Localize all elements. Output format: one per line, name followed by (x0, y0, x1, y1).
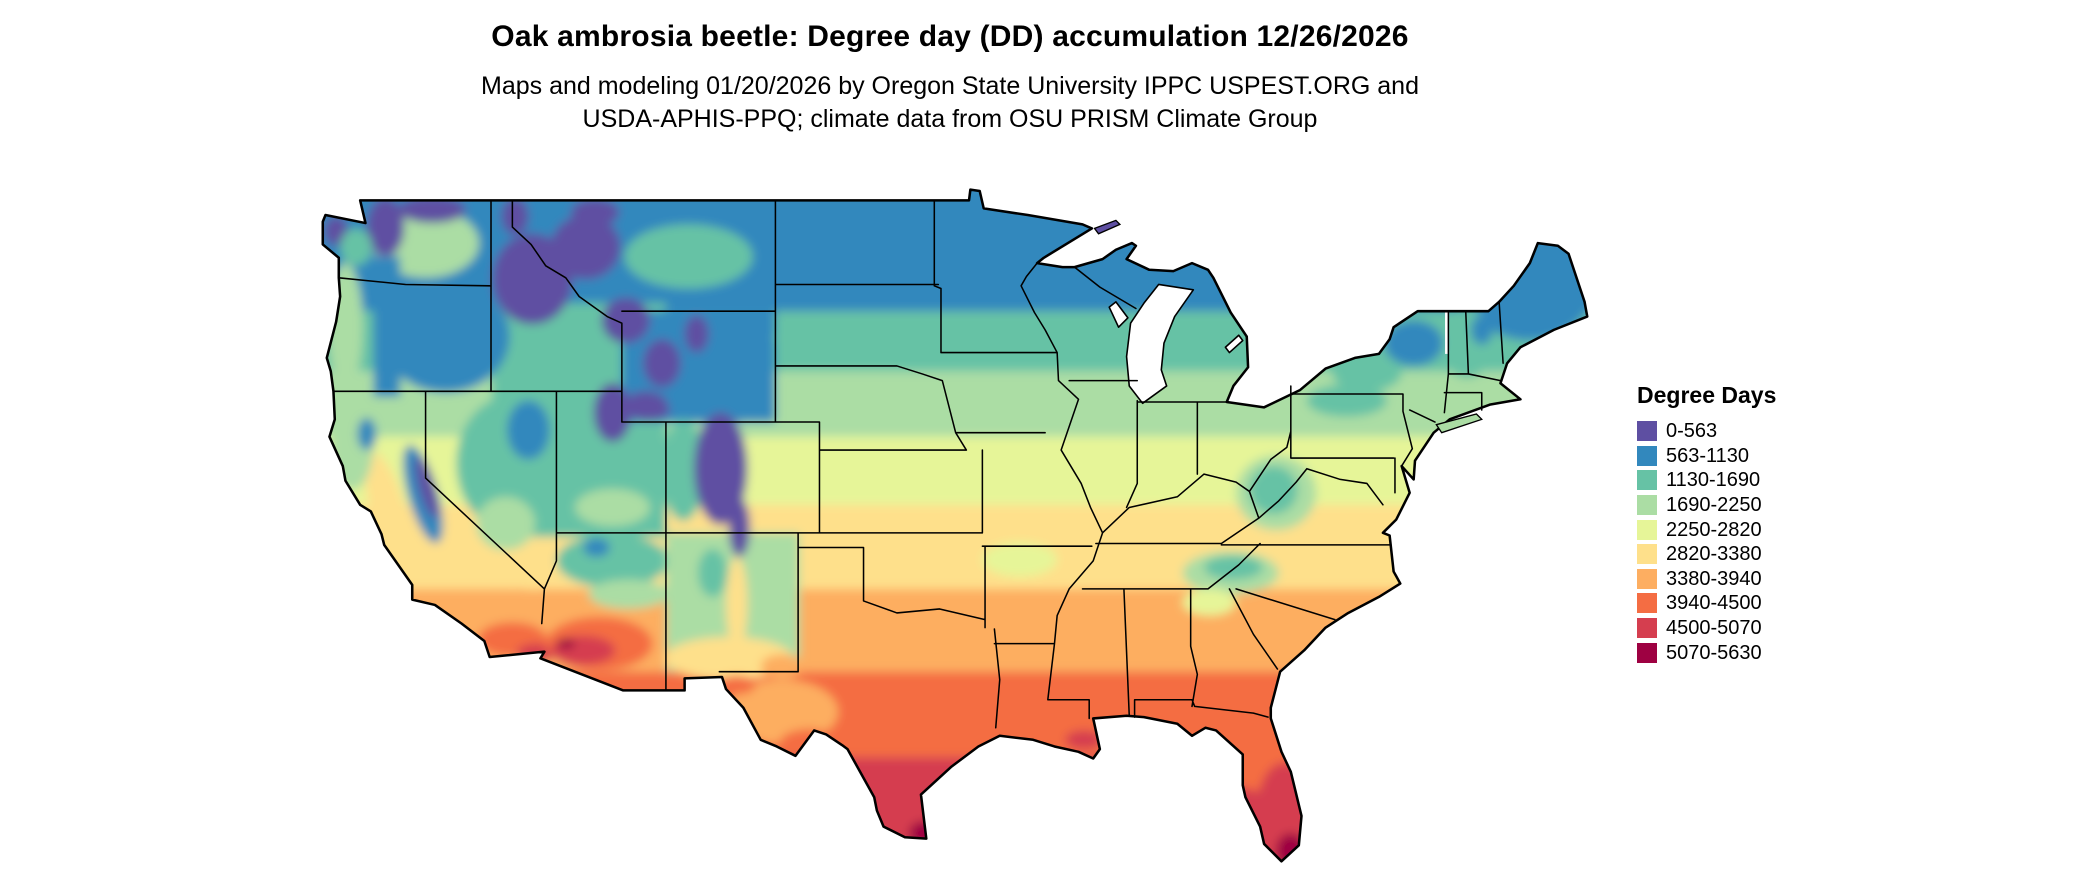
us-degree-day-map (312, 183, 1594, 884)
legend-swatch (1637, 642, 1657, 663)
saginaw-bay (1224, 334, 1244, 354)
legend-item: 2820-3380 (1637, 542, 1776, 567)
legend-item: 3380-3940 (1637, 567, 1776, 592)
lake-michigan (1125, 283, 1195, 405)
lake-champlain (1445, 311, 1450, 354)
legend-swatch (1637, 495, 1657, 516)
map-subtitle-line2: USDA-APHIS-PPQ; climate data from OSU PR… (582, 104, 1318, 133)
legend-title: Degree Days (1637, 382, 1777, 408)
legend-swatch (1637, 519, 1657, 540)
legend-swatch (1637, 544, 1657, 565)
legend-label: 4500-5070 (1666, 617, 1762, 640)
legend-label: 3380-3940 (1666, 567, 1762, 590)
degree-day-map-svg (321, 188, 1589, 863)
legend-swatch (1637, 470, 1657, 491)
legend-label: 563-1130 (1666, 444, 1750, 467)
legend-item: 1690-2250 (1637, 493, 1776, 518)
legend-label: 2820-3380 (1666, 543, 1762, 566)
legend-item: 563-1130 (1637, 444, 1776, 469)
map-subtitle: Maps and modeling 01/20/2026 by Oregon S… (0, 70, 1900, 135)
state-borders (332, 199, 1504, 729)
legend-item: 0-563 (1637, 419, 1776, 444)
green-bay (1108, 301, 1129, 329)
header: Oak ambrosia beetle: Degree day (DD) acc… (0, 20, 1900, 135)
legend-item: 4500-5070 (1637, 616, 1776, 641)
legend-item: 3940-4500 (1637, 591, 1776, 616)
legend-label: 5070-5630 (1666, 641, 1762, 664)
legend-swatch (1637, 618, 1657, 639)
legend-swatch (1637, 568, 1657, 589)
isle-royale (1093, 219, 1122, 235)
legend-item: 2250-2820 (1637, 517, 1776, 542)
legend: Degree Days 0-563 563-1130 1130-1690 169… (1637, 382, 1776, 665)
legend-swatch (1637, 421, 1657, 442)
legend-swatch (1637, 593, 1657, 614)
us-outline (321, 188, 1589, 863)
page-title: Oak ambrosia beetle: Degree day (DD) acc… (491, 20, 1409, 53)
legend-label: 0-563 (1666, 420, 1718, 443)
legend-label: 1130-1690 (1666, 469, 1761, 492)
legend-label: 1690-2250 (1666, 494, 1762, 517)
map-subtitle-line1: Maps and modeling 01/20/2026 by Oregon S… (481, 72, 1419, 100)
great-lakes (1108, 283, 1450, 405)
legend-item: 5070-5630 (1637, 640, 1776, 665)
legend-label: 3940-4500 (1666, 592, 1762, 615)
legend-swatch (1637, 445, 1657, 466)
legend-label: 2250-2820 (1666, 518, 1762, 541)
legend-item: 1130-1690 (1637, 468, 1776, 493)
long-island (1435, 413, 1483, 434)
